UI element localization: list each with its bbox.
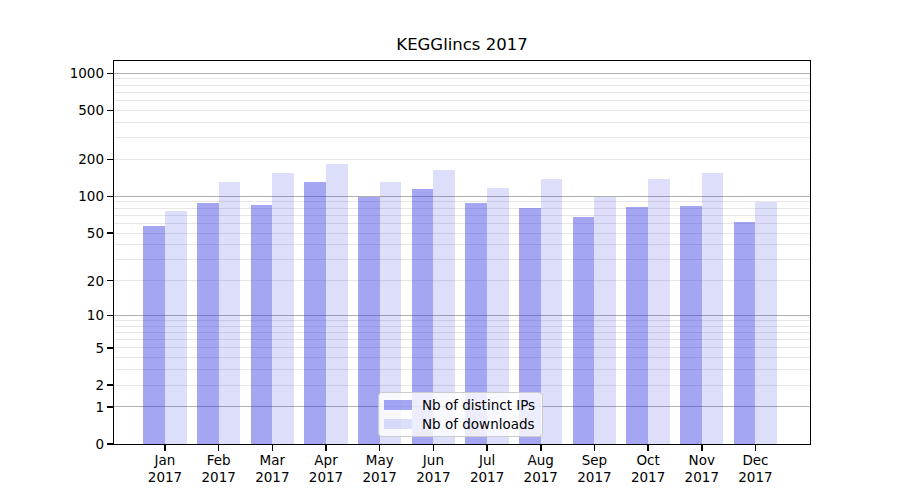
legend-swatch-distinct-ips	[384, 400, 412, 410]
bar-downloads	[165, 211, 187, 444]
legend-item-distinct-ips: Nb of distinct IPs	[384, 397, 536, 413]
y-tick-label: 50	[0, 224, 104, 242]
y-tick-label: 100	[0, 187, 104, 205]
y-tick-label: 10	[0, 306, 104, 324]
major-gridline	[114, 73, 810, 74]
legend-swatch-downloads	[384, 419, 412, 429]
y-tick	[107, 232, 113, 234]
bar-downloads	[594, 197, 616, 444]
bar-distinct-ips	[304, 182, 326, 444]
legend-label-distinct-ips: Nb of distinct IPs	[422, 397, 535, 413]
y-tick	[107, 406, 113, 408]
x-tick	[325, 445, 327, 451]
x-tick	[433, 445, 435, 451]
y-tick	[107, 110, 113, 112]
bar-downloads	[541, 179, 563, 444]
minor-gridline	[114, 122, 810, 123]
x-tick	[755, 445, 757, 451]
y-tick-label: 0	[0, 435, 104, 453]
x-tick	[647, 445, 649, 451]
bar-downloads	[272, 173, 294, 444]
bar-downloads	[648, 179, 670, 444]
x-tick	[594, 445, 596, 451]
bar-downloads	[219, 182, 241, 444]
y-tick-label: 2	[0, 376, 104, 394]
y-tick	[107, 384, 113, 386]
y-tick	[107, 159, 113, 161]
figure: KEGGlincs 2017 01251020501002005001000Ja…	[0, 0, 900, 500]
minor-gridline	[114, 85, 810, 86]
chart-title: KEGGlincs 2017	[114, 35, 810, 54]
y-tick	[107, 443, 113, 445]
plot-area	[113, 60, 811, 445]
x-tick	[218, 445, 220, 451]
x-tick	[379, 445, 381, 451]
y-tick	[107, 196, 113, 198]
minor-gridline	[114, 100, 810, 101]
y-tick-label: 20	[0, 272, 104, 290]
bar-downloads	[755, 202, 777, 444]
minor-gridline	[114, 137, 810, 138]
bar-distinct-ips	[197, 203, 219, 444]
bar-distinct-ips	[680, 206, 702, 444]
y-tick-label: 200	[0, 150, 104, 168]
x-tick	[701, 445, 703, 451]
minor-gridline	[114, 110, 810, 111]
y-tick	[107, 315, 113, 317]
minor-gridline	[114, 92, 810, 93]
bar-distinct-ips	[143, 226, 165, 444]
y-tick	[107, 280, 113, 282]
minor-gridline	[114, 159, 810, 160]
bar-downloads	[702, 173, 724, 444]
bar-distinct-ips	[734, 222, 756, 444]
bar-distinct-ips	[573, 217, 595, 444]
x-tick-label: Dec2017	[720, 452, 790, 487]
bar-distinct-ips	[626, 207, 648, 444]
y-tick	[107, 347, 113, 349]
bar-downloads	[326, 164, 348, 444]
legend-label-downloads: Nb of downloads	[422, 416, 535, 432]
y-tick-label: 5	[0, 339, 104, 357]
bar-distinct-ips	[358, 197, 380, 444]
y-tick	[107, 73, 113, 75]
y-tick-label: 500	[0, 101, 104, 119]
legend-item-downloads: Nb of downloads	[384, 416, 536, 432]
y-tick-label: 1000	[0, 64, 104, 82]
x-tick	[486, 445, 488, 451]
x-tick	[272, 445, 274, 451]
minor-gridline	[114, 78, 810, 79]
x-tick	[540, 445, 542, 451]
bar-distinct-ips	[251, 205, 273, 444]
y-tick-label: 1	[0, 398, 104, 416]
x-tick	[164, 445, 166, 451]
legend: Nb of distinct IPs Nb of downloads	[378, 392, 543, 437]
